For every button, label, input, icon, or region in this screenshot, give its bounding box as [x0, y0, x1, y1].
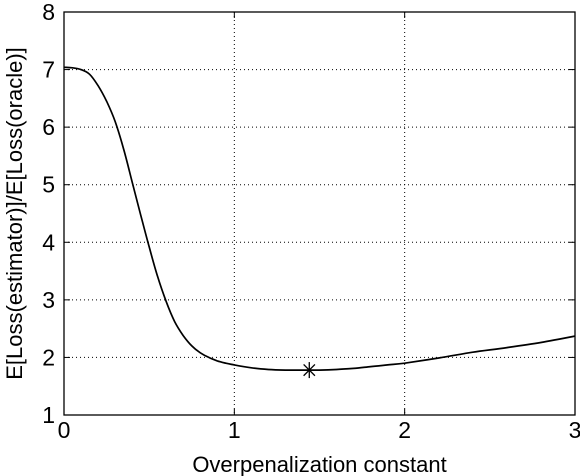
y-tick-label: 1: [42, 402, 55, 428]
y-axis-label: E[Loss(estimator)]/E[Loss(oracle)]: [2, 47, 27, 380]
x-tick-label: 3: [569, 417, 580, 443]
series-layer: [63, 66, 576, 379]
y-tick-label: 2: [42, 344, 55, 370]
x-tick-label: 2: [398, 417, 411, 443]
y-tick-label: 8: [42, 0, 55, 25]
y-tick-label: 4: [42, 229, 55, 255]
y-tick-label: 5: [42, 172, 55, 198]
x-axis-label: Overpenalization constant: [192, 452, 446, 476]
x-tick-label: 1: [228, 417, 241, 443]
y-tick-label: 3: [42, 287, 55, 313]
minimum-asterisk-marker: [301, 362, 318, 379]
y-tick-label: 6: [42, 114, 55, 140]
plot-area-frame: [63, 11, 576, 416]
series-line: [63, 66, 576, 371]
x-tick-label: 0: [58, 417, 71, 443]
y-tick-label: 7: [42, 57, 55, 83]
